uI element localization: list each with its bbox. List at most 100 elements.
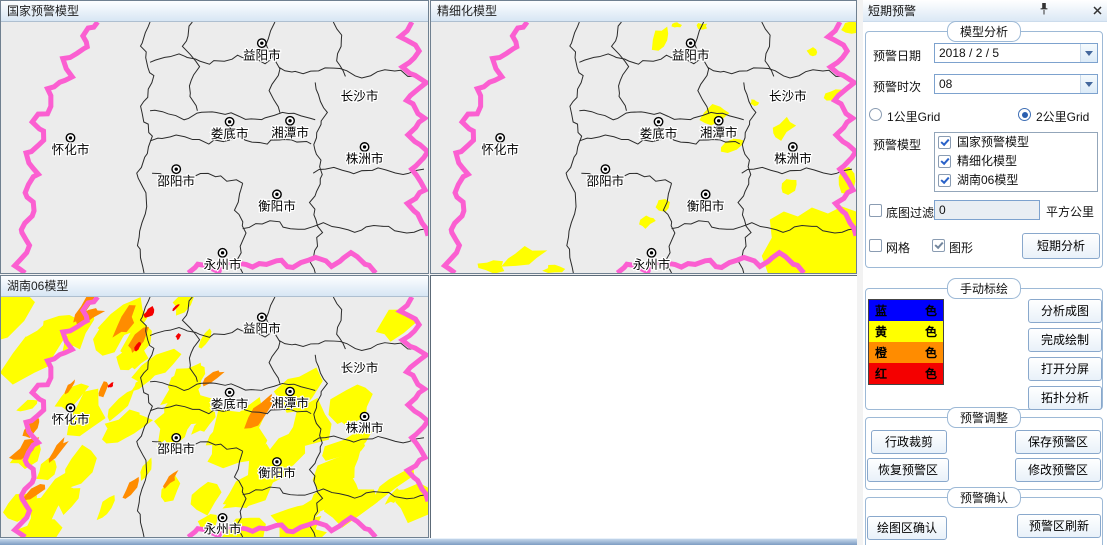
basemap-filter-label[interactable]: 底图过滤 — [886, 206, 935, 220]
model-list-label: 预警模型 — [873, 138, 922, 152]
city-label: 邵阳市 — [157, 173, 195, 188]
legend-color-item[interactable]: 蓝色 — [869, 300, 943, 321]
basemap-filter-checkbox[interactable] — [869, 204, 882, 217]
modify-warning-area-button[interactable]: 修改预警区 — [1015, 458, 1101, 482]
city-label: 长沙市 — [341, 89, 379, 104]
date-combobox[interactable]: 2018 / 2 / 5 — [934, 43, 1098, 63]
sidebar-header: 短期预警 — [863, 0, 1107, 22]
city-label: 永州市 — [204, 257, 242, 272]
model-checkbox-label: 精细化模型 — [957, 154, 1018, 168]
filter-area-input[interactable]: 0 — [934, 200, 1040, 220]
short-term-analysis-button[interactable]: 短期分析 — [1022, 233, 1100, 259]
panel-title-refined: 精细化模型 — [431, 1, 856, 22]
legend-color-name: 红 — [875, 367, 888, 381]
group-title-warning-confirm: 预警确认 — [946, 487, 1022, 508]
date-value: 2018 / 2 / 5 — [939, 46, 1000, 60]
model-list-item[interactable]: 国家预警模型 — [935, 133, 1097, 152]
grid-checkbox-label[interactable]: 网格 — [886, 241, 911, 255]
city-label: 长沙市 — [341, 360, 379, 375]
panel-refined-model: 精细化模型 益阳市 长沙市 怀化市 娄底市 湘潭市 株洲市 邵阳市 衡阳市 永州市 — [430, 0, 857, 274]
legend-color-item[interactable]: 红色 — [869, 363, 943, 384]
city-label: 长沙市 — [769, 89, 807, 104]
city-label: 娄底市 — [640, 126, 678, 141]
group-title-warning-adjust: 预警调整 — [946, 407, 1022, 428]
legend-color-suffix: 色 — [924, 304, 937, 318]
legend-color-name: 橙 — [875, 346, 888, 360]
panel-national-model: 国家预警模型 益阳市 长沙市 怀化市 娄底市 湘潭市 株洲市 邵阳市 衡阳市 永州市 — [0, 0, 429, 274]
date-dropdown-arrow-icon[interactable] — [1080, 44, 1097, 62]
topology-analysis-button[interactable]: 拓扑分析 — [1028, 386, 1102, 410]
close-icon[interactable] — [1093, 4, 1102, 18]
map-canvas-hunan06[interactable]: 益阳市 长沙市 怀化市 娄底市 湘潭市 株洲市 邵阳市 衡阳市 永州市 — [1, 297, 428, 537]
shape-checkbox-label[interactable]: 图形 — [949, 241, 974, 255]
city-label: 衡阳市 — [258, 198, 296, 213]
date-label: 预警日期 — [873, 49, 922, 63]
city-label: 怀化市 — [52, 412, 90, 427]
legend-color-suffix: 色 — [924, 325, 937, 339]
time-label: 预警时次 — [873, 80, 922, 94]
open-split-screen-button[interactable]: 打开分屏 — [1028, 357, 1102, 381]
radio-2km-label[interactable]: 2公里Grid — [1036, 110, 1090, 124]
map-canvas-national[interactable]: 益阳市 长沙市 怀化市 娄底市 湘潭市 株洲市 邵阳市 衡阳市 永州市 — [1, 22, 428, 273]
city-label: 娄底市 — [211, 396, 249, 411]
filter-unit-label: 平方公里 — [1046, 205, 1095, 219]
panel-hunan06-model: 湖南06模型 益阳市 长沙市 怀化市 娄底市 湘潭市 株洲市 邵阳市 衡阳市 永州市 — [0, 275, 429, 538]
panel-title-national: 国家预警模型 — [1, 1, 428, 22]
pin-icon[interactable] — [1039, 2, 1049, 19]
model-list-item[interactable]: 精细化模型 — [935, 152, 1097, 171]
shape-checkbox[interactable] — [932, 239, 945, 252]
grid-checkbox[interactable] — [869, 239, 882, 252]
city-label: 湘潭市 — [271, 125, 309, 140]
analyze-to-map-button[interactable]: 分析成图 — [1028, 299, 1102, 323]
model-checkbox[interactable] — [938, 136, 951, 149]
legend-color-suffix: 色 — [924, 346, 937, 360]
model-checkbox[interactable] — [938, 174, 951, 187]
plot-area-confirm-button[interactable]: 绘图区确认 — [867, 516, 947, 540]
map-canvas-refined[interactable]: 益阳市 长沙市 怀化市 娄底市 湘潭市 株洲市 邵阳市 衡阳市 永州市 — [431, 22, 856, 273]
legend-color-suffix: 色 — [924, 367, 937, 381]
panel-title-hunan06: 湖南06模型 — [1, 276, 428, 297]
sidebar-short-term-warning: 短期预警 模型分析 预警日期 2018 / 2 / 5 预警时次 08 1公里G… — [863, 0, 1107, 545]
restore-warning-area-button[interactable]: 恢复预警区 — [867, 458, 949, 482]
legend-color-name: 黄 — [875, 325, 888, 339]
time-dropdown-arrow-icon[interactable] — [1080, 75, 1097, 93]
city-label: 怀化市 — [481, 142, 519, 157]
city-label: 娄底市 — [211, 126, 249, 141]
warning-area-refresh-button[interactable]: 预警区刷新 — [1017, 514, 1101, 538]
model-checkbox-label: 湖南06模型 — [957, 173, 1019, 187]
sidebar-title: 短期预警 — [868, 4, 917, 18]
group-manual-plot: 手动标绘 蓝色黄色橙色红色 分析成图 完成绘制 打开分屏 拓扑分析 — [865, 278, 1103, 410]
city-label: 湘潭市 — [271, 395, 309, 410]
radio-1km-label[interactable]: 1公里Grid — [887, 110, 941, 124]
save-warning-area-button[interactable]: 保存预警区 — [1015, 430, 1101, 454]
legend-color-item[interactable]: 黄色 — [869, 321, 943, 342]
model-checkbox[interactable] — [938, 155, 951, 168]
radio-1km-grid[interactable] — [869, 108, 882, 121]
horizontal-splitter[interactable] — [0, 538, 857, 545]
city-label: 益阳市 — [672, 47, 710, 62]
finish-drawing-button[interactable]: 完成绘制 — [1028, 328, 1102, 352]
city-label: 益阳市 — [243, 321, 281, 336]
group-model-analysis: 模型分析 预警日期 2018 / 2 / 5 预警时次 08 1公里Grid 2… — [865, 21, 1103, 268]
legend-color-item[interactable]: 橙色 — [869, 342, 943, 363]
city-label: 邵阳市 — [157, 441, 195, 456]
city-label: 怀化市 — [52, 142, 90, 157]
city-label: 永州市 — [204, 521, 242, 536]
time-combobox[interactable]: 08 — [934, 74, 1098, 94]
group-warning-adjust: 预警调整 行政裁剪 保存预警区恢复预警区 修改预警区 — [865, 407, 1103, 490]
plot-color-legend: 蓝色黄色橙色红色 — [868, 299, 944, 385]
radio-2km-grid[interactable] — [1018, 108, 1031, 121]
city-label: 湘潭市 — [700, 125, 738, 140]
city-label: 株洲市 — [346, 420, 384, 435]
city-label: 永州市 — [633, 257, 671, 272]
group-title-model-analysis: 模型分析 — [946, 21, 1022, 42]
time-value: 08 — [939, 77, 953, 91]
city-label: 衡阳市 — [687, 198, 725, 213]
admin-clip-button[interactable]: 行政裁剪 — [871, 430, 947, 454]
legend-color-name: 蓝 — [875, 304, 888, 318]
model-list-item[interactable]: 湖南06模型 — [935, 171, 1097, 190]
empty-map-slot — [430, 275, 857, 538]
